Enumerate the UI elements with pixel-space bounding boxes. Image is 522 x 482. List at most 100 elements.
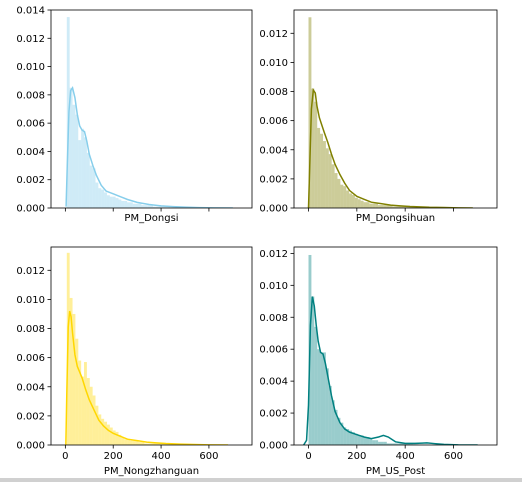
histogram-bar (320, 133, 323, 208)
histogram-bar (135, 203, 139, 208)
histogram-bar (152, 443, 156, 445)
histogram-bar (155, 443, 159, 445)
histogram-bar (121, 437, 125, 445)
histogram-bar (328, 385, 332, 445)
histogram-bar (369, 438, 373, 445)
histogram-bar (311, 88, 315, 208)
y-tick-label: 0.004 (259, 145, 288, 156)
histogram-bar (75, 114, 79, 208)
histogram-bar (158, 206, 162, 208)
histogram-bar (383, 205, 387, 208)
histogram-bar (398, 206, 402, 208)
y-tick-label: 0.000 (16, 204, 45, 215)
kde-curve (65, 310, 229, 445)
histogram-bar (135, 440, 139, 445)
y-tick-label: 0.006 (16, 119, 45, 130)
histogram-bar (72, 104, 76, 208)
histogram-bar (147, 205, 151, 208)
histogram-bar (144, 205, 148, 208)
histogram-bar (81, 128, 85, 208)
histogram-bar (127, 202, 130, 208)
histogram-bar (346, 429, 350, 445)
histogram-bar (115, 431, 119, 445)
kde-curve (307, 87, 473, 208)
y-tick-label: 0.008 (259, 87, 288, 98)
y-tick-label: 0.000 (259, 204, 288, 215)
histogram-bar (352, 432, 355, 445)
histogram-bar (401, 443, 405, 445)
x-tick-label: 0 (305, 451, 311, 462)
y-tick-label: 0.006 (16, 353, 45, 364)
histogram-bar (106, 424, 110, 445)
histogram-bar (381, 441, 384, 445)
histogram-bar (392, 206, 396, 208)
histogram-bar (323, 352, 326, 445)
y-tick-label: 0.002 (259, 409, 288, 420)
histogram-bar (349, 430, 352, 445)
histogram-bar (410, 206, 413, 208)
histogram-bar (144, 443, 148, 445)
histogram-bar (372, 203, 376, 208)
histogram-bar (104, 192, 107, 208)
histogram-bar (138, 203, 142, 208)
y-tick-label: 0.012 (16, 34, 45, 45)
histogram-bar (357, 435, 361, 445)
histogram-bar (101, 418, 105, 445)
histogram-bar (328, 154, 332, 208)
histogram-bar (150, 205, 153, 208)
subplot-pm-dongsi: 0.000 0.002 0.004 0.006 0.008 0.010 0.012 0.014… (16, 6, 253, 224)
histogram-bar (334, 409, 338, 445)
histogram-bar (389, 205, 393, 208)
subplot-pm-nongzhanguan: 0.000 0.002 0.004 0.006 0.008 0.010 0.012 0 200 4… (16, 246, 253, 477)
histogram-bar (395, 206, 399, 208)
histogram-bar (320, 352, 323, 445)
kde-curve (303, 296, 478, 445)
x-tick-label: 600 (444, 451, 463, 462)
histogram-bar (340, 422, 344, 445)
histogram-bar (104, 421, 107, 445)
histogram-bar (381, 205, 384, 208)
histogram-bar (84, 362, 87, 445)
y-tick-label: 0.002 (16, 175, 45, 186)
histogram-bar (150, 443, 153, 445)
histogram-bar (112, 196, 116, 208)
histogram-bar (343, 427, 347, 445)
histogram-bar (378, 205, 381, 208)
plot-area (303, 254, 489, 445)
histogram-bar (69, 87, 73, 208)
y-tick-label: 0.000 (259, 441, 288, 452)
histogram-bar (404, 206, 408, 208)
histogram-bar (84, 137, 87, 208)
histogram-bar (132, 203, 136, 208)
plot-area (307, 17, 473, 208)
histogram-bar (334, 173, 338, 208)
histogram-bar (378, 441, 381, 445)
x-tick-label: 400 (396, 451, 415, 462)
histogram-bar (395, 443, 399, 445)
histogram-bar (398, 443, 402, 445)
histogram-bar (86, 378, 90, 445)
x-axis-label-pm-dongsihuan: PM_Dongsihuan (356, 213, 435, 224)
y-tick-label: 0.002 (16, 411, 45, 422)
histogram-bar (92, 395, 96, 445)
y-tick-label: 0.010 (259, 58, 288, 69)
axes-frame (50, 9, 253, 209)
histogram-bar (75, 338, 79, 445)
kde-curve (65, 85, 233, 208)
y-tick-label: 0.006 (259, 116, 288, 127)
histogram-bar (317, 349, 321, 445)
histogram-bar (112, 430, 116, 445)
histogram-bar (129, 202, 133, 208)
histogram-bar (92, 168, 96, 208)
histogram-bar (118, 199, 122, 208)
histogram-bar (152, 206, 156, 208)
histogram-bar (69, 297, 73, 445)
histogram-bar (124, 439, 128, 445)
histogram-bar (78, 140, 82, 208)
y-tick-label: 0.014 (16, 6, 45, 17)
histogram-bar (360, 200, 364, 208)
histogram-bar (386, 205, 390, 208)
histogram-bar (161, 443, 165, 445)
y-tick-label: 0.002 (259, 174, 288, 185)
